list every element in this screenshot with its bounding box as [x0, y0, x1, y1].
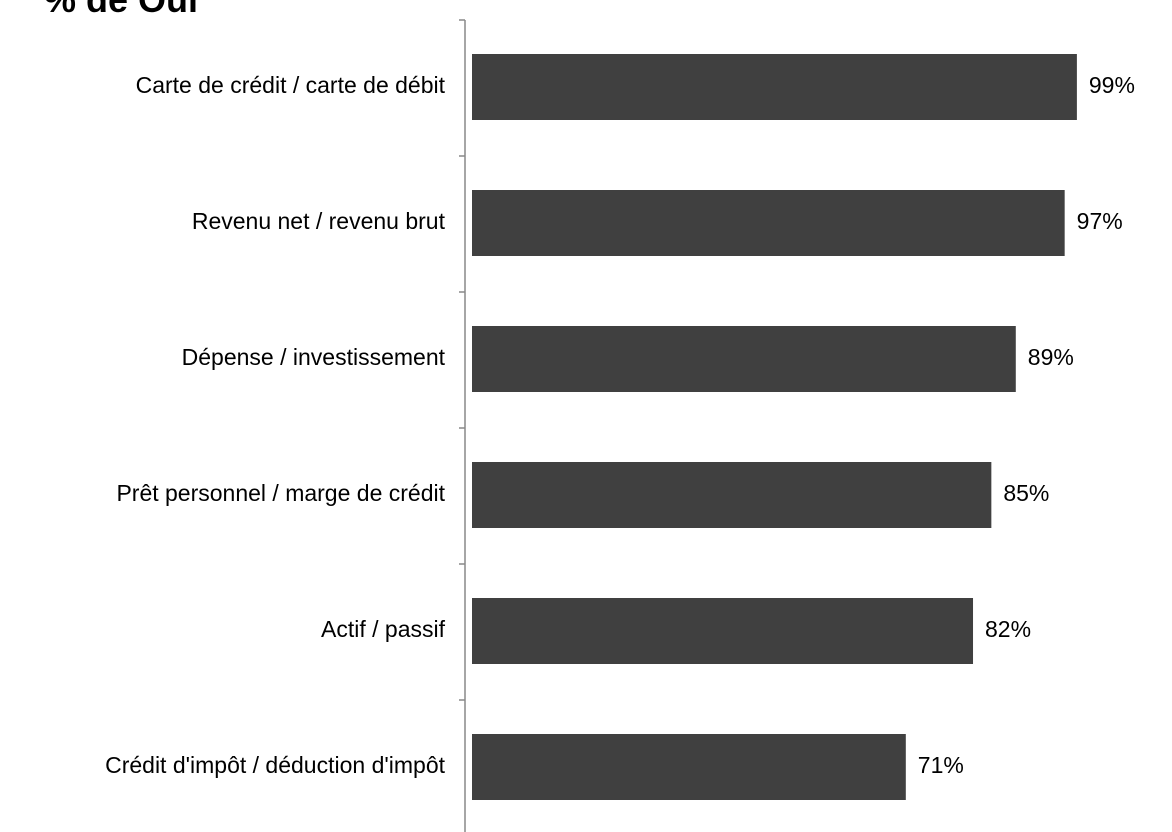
category-label: Revenu net / revenu brut — [192, 208, 446, 234]
category-label: Carte de crédit / carte de débit — [136, 72, 446, 98]
bar — [472, 598, 974, 664]
value-label: 71% — [918, 752, 964, 778]
bar — [472, 326, 1016, 392]
value-label: 99% — [1089, 72, 1135, 98]
bar — [472, 190, 1065, 256]
value-label: 82% — [985, 616, 1031, 642]
value-label: 85% — [1003, 480, 1049, 506]
value-label: 97% — [1077, 208, 1123, 234]
value-label: 89% — [1028, 344, 1074, 370]
category-label: Crédit d'impôt / déduction d'impôt — [105, 752, 446, 778]
bar — [472, 734, 906, 800]
category-label: Dépense / investissement — [182, 344, 446, 370]
category-label: Prêt personnel / marge de crédit — [116, 480, 445, 506]
chart-title: % de Oui — [44, 0, 198, 20]
bar — [472, 462, 992, 528]
category-label: Actif / passif — [321, 616, 446, 642]
bar — [472, 54, 1077, 120]
